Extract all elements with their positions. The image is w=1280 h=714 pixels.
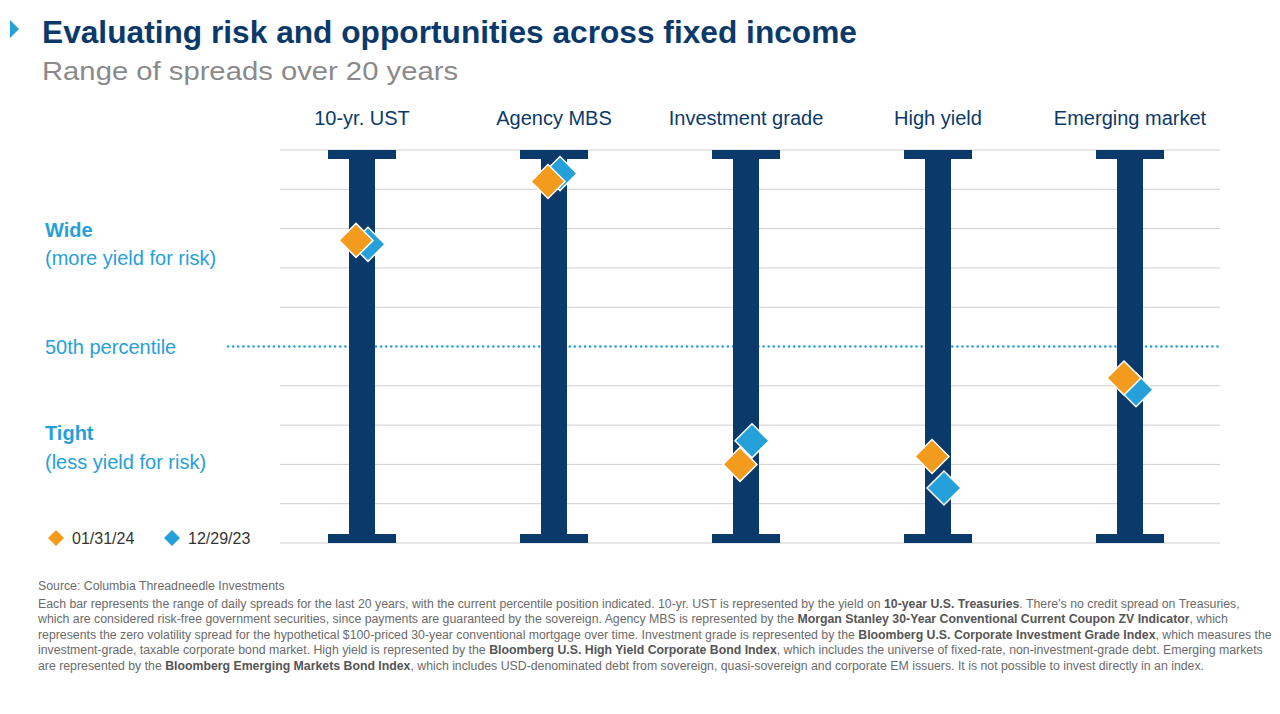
note-emphasis: 10-year U.S. Treasuries — [884, 597, 1019, 611]
note-text: , which includes USD-denominated debt fr… — [410, 659, 1204, 673]
range-bar — [520, 150, 588, 543]
marker-diamond — [723, 447, 757, 481]
subtitle: Range of spreads over 20 years — [42, 57, 458, 85]
bar-cap-top — [904, 150, 972, 159]
bar-cap-bottom — [904, 534, 972, 543]
range-bar — [904, 150, 972, 543]
legend-marker — [164, 530, 180, 546]
bar-cap-bottom — [328, 534, 396, 543]
page: Evaluating risk and opportunities across… — [0, 0, 1280, 714]
markers — [339, 157, 1153, 505]
marker-diamond — [339, 223, 373, 257]
legend-label: 12/29/23 — [188, 530, 250, 547]
marker-diamond — [915, 440, 949, 474]
bar-stem — [541, 150, 567, 543]
category-label: Investment grade — [669, 107, 824, 129]
source: Source: Columbia Threadneedle Investment… — [38, 579, 285, 593]
range-bar — [328, 150, 396, 543]
title: Evaluating risk and opportunities across… — [42, 15, 857, 50]
category-label: Agency MBS — [496, 107, 612, 129]
bar-cap-top — [1096, 150, 1164, 159]
annotation: (less yield for risk) — [45, 451, 206, 473]
annotation: Tight — [45, 422, 94, 444]
marker-diamond — [927, 471, 961, 505]
legend-label: 01/31/24 — [72, 530, 134, 547]
category-label: High yield — [894, 107, 982, 129]
marker-diamond — [1107, 361, 1141, 395]
median-label: 50th percentile — [45, 336, 176, 358]
bar-cap-top — [712, 150, 780, 159]
marker-diamond — [531, 164, 565, 198]
median-line — [228, 345, 1222, 348]
range-bar — [1096, 150, 1164, 543]
note-emphasis: Morgan Stanley 30-Year Conventional Curr… — [797, 612, 1189, 626]
footnote: Each bar represents the range of daily s… — [38, 597, 1274, 674]
bar-stem — [733, 150, 759, 543]
note-text: Each bar represents the range of daily s… — [38, 597, 884, 611]
range-bar — [712, 150, 780, 543]
note-emphasis: Bloomberg U.S. High Yield Corporate Bond… — [489, 643, 777, 657]
note-emphasis: Bloomberg Emerging Markets Bond Index — [165, 659, 410, 673]
bar-stem — [1117, 150, 1143, 543]
bar-cap-bottom — [1096, 534, 1164, 543]
annotation: (more yield for risk) — [45, 247, 216, 269]
category-label: 10-yr. UST — [314, 107, 410, 129]
bar-cap-top — [520, 150, 588, 159]
bar-stem — [349, 150, 375, 543]
legend-marker — [48, 530, 64, 546]
bar-cap-bottom — [520, 534, 588, 543]
annotation: Wide — [45, 219, 93, 241]
note-emphasis: Bloomberg U.S. Corporate Investment Grad… — [858, 628, 1155, 642]
plot-area — [328, 150, 1164, 543]
title-arrow — [10, 20, 19, 38]
category-label: Emerging market — [1054, 107, 1207, 129]
bar-cap-top — [328, 150, 396, 159]
bar-cap-bottom — [712, 534, 780, 543]
